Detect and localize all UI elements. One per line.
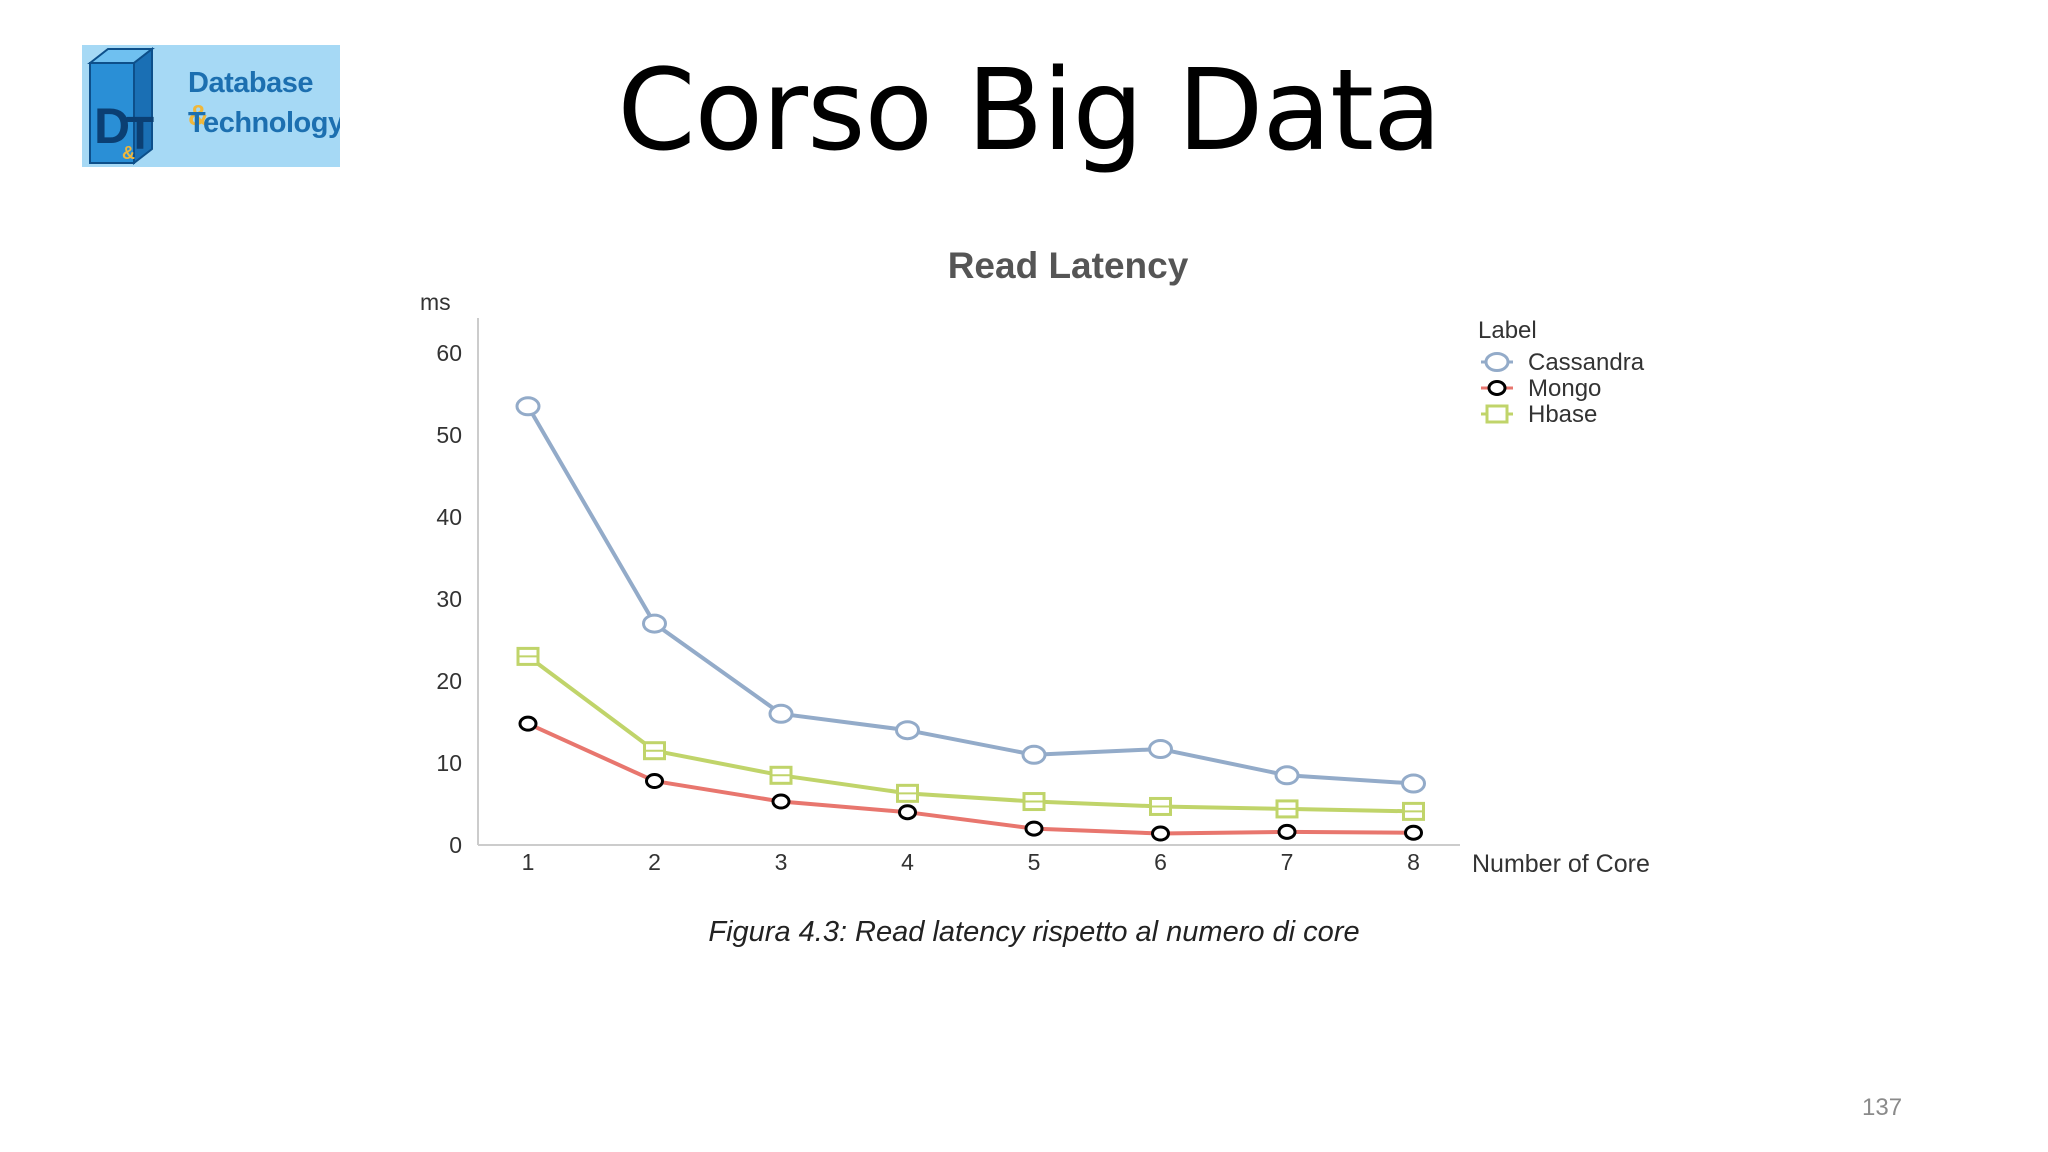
data-point-cassandra <box>895 720 920 741</box>
data-point-mongo <box>1404 824 1423 841</box>
logo-cube-icon: D T & <box>87 46 155 166</box>
data-point-cassandra <box>1401 773 1426 794</box>
y-tick-label: 60 <box>436 340 462 366</box>
page-number: 137 <box>1862 1094 1903 1121</box>
data-point-mongo <box>1024 820 1044 837</box>
data-point-cassandra <box>1148 739 1173 760</box>
x-tick-label: 6 <box>1154 849 1167 875</box>
series-line-hbase <box>526 654 1414 814</box>
x-tick-label: 8 <box>1407 849 1420 875</box>
data-point-mongo <box>1151 825 1170 842</box>
series-line-cassandra <box>526 405 1414 786</box>
legend-label-mongo: Mongo <box>1528 375 1601 402</box>
y-tick-label: 40 <box>436 504 462 530</box>
y-tick-label: 10 <box>436 750 462 776</box>
logo-text-database: Database & <box>188 67 313 132</box>
data-point-cassandra <box>768 703 794 724</box>
legend-title: Label <box>1478 317 1537 344</box>
data-point-cassandra <box>1274 765 1300 786</box>
x-tick-label: 2 <box>648 849 661 875</box>
data-point-cassandra <box>642 613 667 634</box>
x-tick-label: 1 <box>522 849 535 875</box>
y-tick-label: 20 <box>436 668 462 694</box>
figure-caption: Figura 4.3: Read latency rispetto al num… <box>708 916 1360 948</box>
svg-text:&: & <box>122 143 135 163</box>
legend-marker-mongo <box>1487 380 1507 396</box>
x-tick-label: 4 <box>901 849 914 875</box>
y-axis-label: ms <box>420 289 451 315</box>
logo: D T & Database & Technology <box>82 45 340 167</box>
slide-title: Corso Big Data <box>617 46 1441 176</box>
chart-title: Read Latency <box>948 245 1189 286</box>
data-point-cassandra <box>1021 744 1047 765</box>
series-line-mongo <box>527 721 1414 836</box>
data-point-mongo <box>1277 823 1297 840</box>
x-axis-label: Number of Core <box>1472 850 1650 878</box>
logo-text-technology: Technology <box>188 107 340 139</box>
svg-text:D: D <box>94 98 130 154</box>
data-point-cassandra <box>515 396 541 417</box>
x-tick-label: 5 <box>1028 849 1041 875</box>
x-tick-label: 7 <box>1281 849 1294 875</box>
data-point-mongo <box>771 793 791 810</box>
legend-label-hbase: Hbase <box>1528 401 1597 428</box>
legend-marker-cassandra <box>1484 352 1510 372</box>
y-tick-label: 0 <box>449 832 462 858</box>
svg-text:T: T <box>126 107 154 159</box>
x-tick-label: 3 <box>775 849 788 875</box>
data-point-mongo <box>645 773 664 790</box>
legend-label-cassandra: Cassandra <box>1528 349 1645 376</box>
y-tick-label: 50 <box>436 422 462 448</box>
data-point-mongo <box>518 715 538 732</box>
y-tick-label: 30 <box>436 586 462 612</box>
legend-marker-hbase <box>1485 404 1509 424</box>
data-point-mongo <box>898 804 917 821</box>
